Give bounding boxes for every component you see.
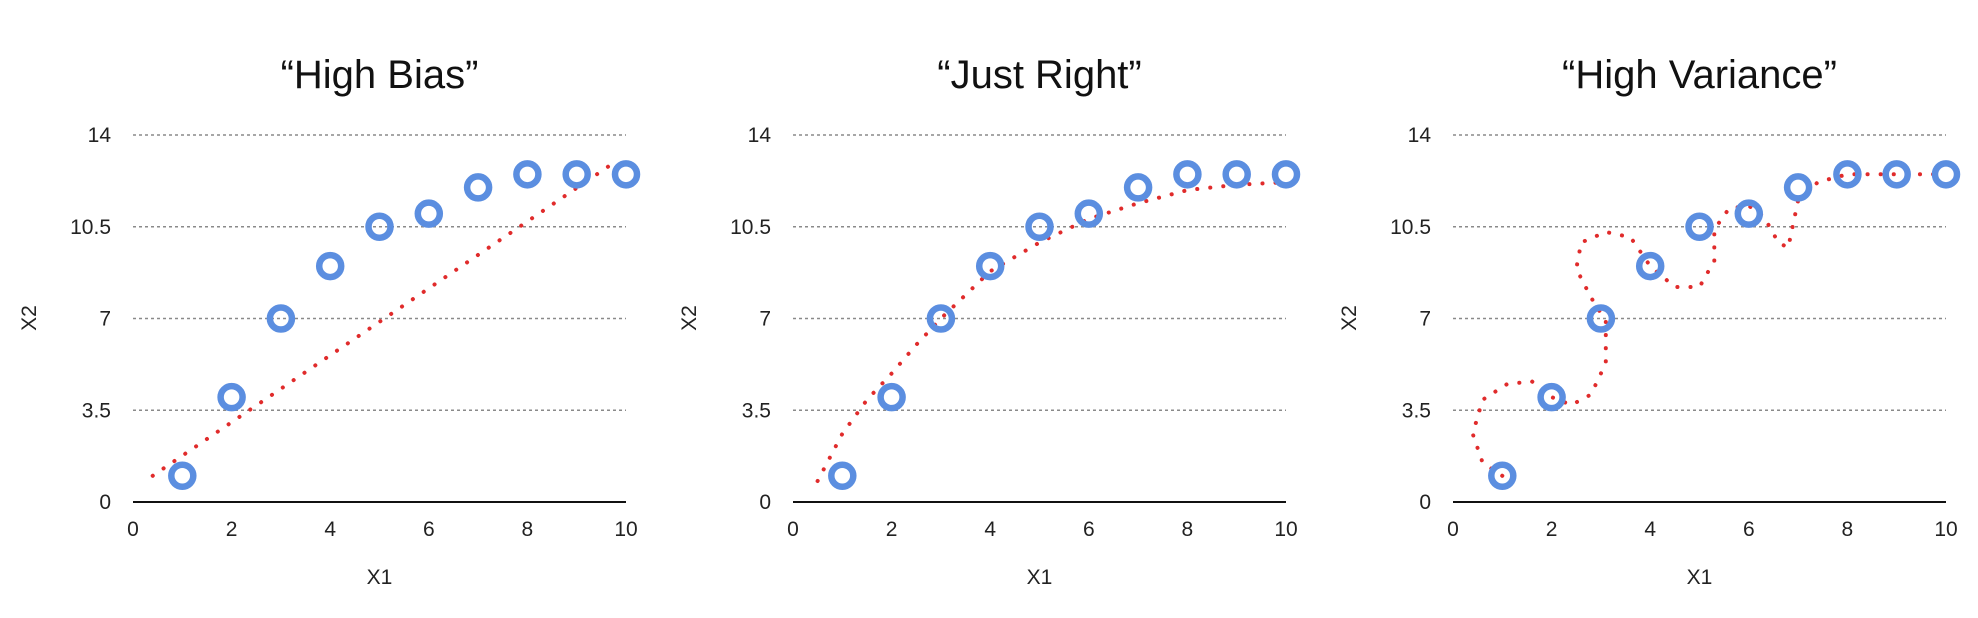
data-point (1488, 461, 1517, 491)
data-point (1537, 382, 1566, 412)
x-tick-label: 8 (522, 518, 534, 541)
y-tick-label: 7 (1419, 308, 1431, 331)
y-tick-label: 3.5 (742, 399, 771, 422)
data-point (463, 173, 493, 202)
y-tick-label: 3.5 (1402, 399, 1431, 422)
x-tick-label: 8 (1842, 518, 1854, 541)
y-tick-label: 10.5 (1390, 216, 1431, 239)
y-tick-label: 10.5 (70, 216, 111, 239)
y-tick-label: 10.5 (730, 216, 771, 239)
chart-title: “High Variance” (1562, 53, 1837, 97)
data-point (217, 382, 246, 412)
data-point (1833, 160, 1862, 189)
fit-curve (815, 180, 1288, 483)
data-point (168, 461, 197, 491)
fit-curve (1470, 172, 1948, 478)
x-axis-label: X1 (367, 566, 393, 589)
fit-curve (150, 159, 619, 478)
y-tick-label: 7 (99, 308, 111, 331)
data-point (975, 251, 1005, 281)
x-tick-label: 0 (1447, 518, 1459, 541)
data-point (1586, 304, 1616, 333)
data-point (414, 199, 444, 228)
y-tick-label: 14 (748, 124, 772, 147)
x-tick-label: 2 (886, 518, 898, 541)
y-tick-label: 14 (88, 124, 112, 147)
y-tick-label: 7 (759, 308, 771, 331)
data-point (1074, 199, 1104, 228)
data-point (1882, 160, 1911, 189)
x-tick-label: 6 (1743, 518, 1755, 541)
chart-title: “High Bias” (281, 53, 479, 97)
y-axis-label: X2 (678, 305, 701, 331)
data-point (365, 212, 394, 241)
data-point (1173, 160, 1202, 189)
data-point (562, 160, 591, 189)
y-tick-label: 0 (1419, 491, 1431, 514)
x-tick-label: 4 (984, 518, 996, 541)
y-axis-label: X2 (1338, 305, 1361, 331)
x-tick-label: 0 (127, 518, 139, 541)
data-point (1783, 173, 1813, 202)
y-axis-label: X2 (18, 305, 41, 331)
x-tick-label: 6 (1083, 518, 1095, 541)
x-tick-label: 4 (1644, 518, 1656, 541)
data-point (611, 160, 641, 189)
x-tick-label: 8 (1182, 518, 1194, 541)
y-tick-label: 0 (759, 491, 771, 514)
x-tick-label: 4 (324, 518, 336, 541)
x-tick-label: 10 (1274, 518, 1297, 541)
data-point (1734, 199, 1764, 228)
data-point (1685, 212, 1714, 241)
data-point (1931, 160, 1961, 189)
x-tick-label: 6 (423, 518, 435, 541)
x-tick-label: 10 (1934, 518, 1957, 541)
chart-title: “Just Right” (937, 53, 1142, 97)
data-point (877, 382, 906, 412)
data-point (513, 160, 542, 189)
data-point (1222, 160, 1251, 189)
x-axis-label: X1 (1027, 566, 1053, 589)
x-tick-label: 2 (1546, 518, 1558, 541)
x-tick-label: 0 (787, 518, 799, 541)
data-point (926, 304, 956, 333)
data-point (315, 251, 345, 281)
data-point (1025, 212, 1054, 241)
x-tick-label: 2 (226, 518, 238, 541)
data-point (1123, 173, 1153, 202)
y-tick-label: 14 (1408, 124, 1432, 147)
y-tick-label: 0 (99, 491, 111, 514)
x-tick-label: 10 (614, 518, 637, 541)
data-point (1271, 160, 1301, 189)
x-axis-label: X1 (1687, 566, 1713, 589)
y-tick-label: 3.5 (82, 399, 111, 422)
data-point (828, 461, 857, 491)
data-point (1635, 251, 1665, 281)
data-point (266, 304, 296, 333)
